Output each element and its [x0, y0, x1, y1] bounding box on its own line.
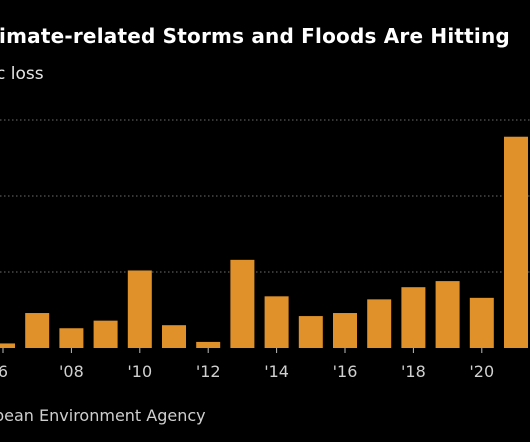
x-axis: 6'08'10'12'14'16'18'2020: [0, 348, 494, 381]
x-tick-label: '08: [59, 362, 84, 381]
source-note: pean Environment Agency: [0, 406, 206, 425]
bar-2021: [504, 136, 528, 348]
chart-title: limate-related Storms and Floods Are Hit…: [0, 24, 510, 48]
bars: [0, 136, 528, 348]
x-tick-label: '14: [264, 362, 289, 381]
x-tick-label: '12: [196, 362, 221, 381]
bar-2012: [196, 341, 221, 348]
gridlines: [0, 119, 530, 273]
x-tick-label: '20: [469, 362, 494, 381]
bar-2011: [162, 325, 186, 348]
bar-2017: [367, 299, 392, 348]
bar-2014: [264, 296, 289, 348]
x-tick-label: 6: [0, 362, 8, 381]
bar-2020: [469, 297, 494, 348]
bar-2008: [59, 328, 84, 348]
bar-2006: [0, 343, 15, 348]
bar-2013: [230, 259, 255, 348]
x-tick-label: '10: [127, 362, 152, 381]
chart-subtitle: c loss: [0, 64, 44, 84]
bar-2018: [401, 287, 426, 348]
bar-2007: [25, 313, 50, 348]
bar-2009: [93, 320, 118, 348]
x-tick-label: '18: [401, 362, 426, 381]
bar-2010: [127, 270, 152, 348]
bar-2016: [333, 313, 357, 348]
bar-2015: [298, 316, 323, 348]
bar-2019: [435, 281, 460, 348]
x-tick-label: '16: [333, 362, 358, 381]
